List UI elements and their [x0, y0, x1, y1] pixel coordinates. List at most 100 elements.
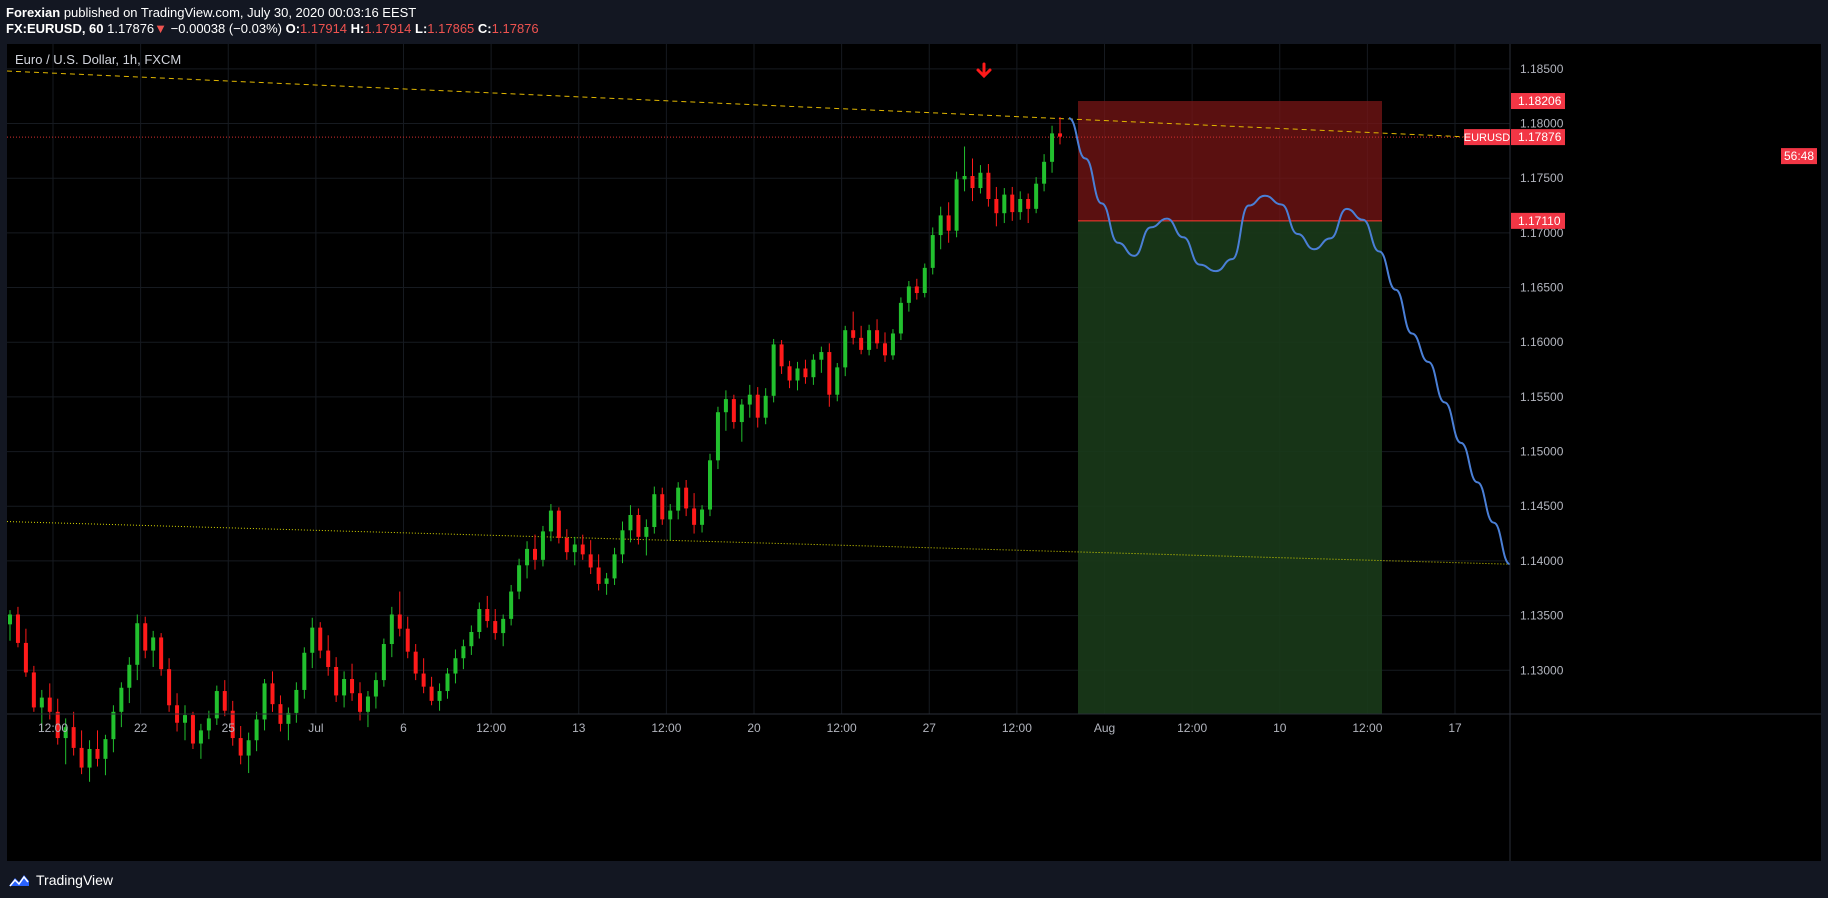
candle — [580, 534, 585, 560]
publish-info: Forexian published on TradingView.com, J… — [6, 5, 416, 20]
open-label: O: — [285, 21, 301, 36]
candle-body — [875, 330, 880, 344]
candle-body — [978, 172, 983, 189]
candle — [334, 657, 339, 702]
candle — [31, 665, 36, 712]
y-tick-label: 1.16000 — [1520, 335, 1564, 349]
candle-body — [644, 527, 649, 537]
x-tick-label: Jul — [308, 721, 323, 735]
candle-body — [540, 531, 545, 560]
candle-body — [1050, 133, 1055, 162]
candle-body — [238, 738, 243, 756]
price-label-bg — [1511, 93, 1565, 110]
candle-body — [1010, 194, 1015, 213]
candle-body — [986, 172, 991, 199]
candle-body — [739, 404, 744, 423]
price-label: 1.18206 — [1511, 93, 1565, 110]
candle-body — [493, 621, 498, 634]
y-tick-label: 1.14500 — [1520, 499, 1564, 513]
candle — [405, 616, 410, 659]
candle — [326, 635, 331, 676]
candle-body — [230, 710, 235, 739]
price-chart[interactable]: 1.18500 1.18000 1.17500 1.17000 1.16500 1.160… — [7, 44, 1821, 861]
x-tick-label: 12:00 — [1352, 721, 1382, 735]
candle — [389, 606, 394, 658]
candle — [533, 534, 537, 570]
candle-body — [302, 652, 307, 690]
candle-body — [827, 352, 832, 395]
y-tick-label: 1.17000 — [1520, 226, 1564, 240]
candle — [397, 591, 402, 637]
candle — [79, 730, 84, 775]
candle — [962, 146, 967, 192]
candle — [715, 406, 720, 470]
candle — [525, 541, 530, 579]
candle-body — [684, 487, 689, 509]
candle-body — [819, 352, 824, 360]
candle-body — [318, 627, 323, 651]
publisher-name[interactable]: Forexian — [6, 5, 61, 20]
candle — [548, 504, 553, 542]
candle — [859, 325, 864, 355]
candle-body — [198, 730, 203, 744]
candle-body — [206, 718, 211, 731]
candle — [381, 638, 386, 687]
candle-body — [214, 691, 219, 719]
candle-body — [763, 395, 768, 418]
candle-body — [421, 673, 426, 687]
candle-body — [39, 697, 44, 708]
candle-body — [938, 215, 943, 236]
price-label: EURUSD 1.17876 — [1464, 129, 1565, 146]
tradingview-logo-icon — [9, 875, 29, 887]
y-tick-label: 1.15500 — [1520, 390, 1564, 404]
candle-body — [358, 693, 362, 712]
candle — [501, 614, 506, 647]
candle — [350, 663, 355, 701]
candle-body — [381, 644, 386, 681]
candle — [509, 584, 514, 626]
tradingview-brand[interactable]: TradingView — [8, 870, 113, 890]
price-label-bg — [1511, 212, 1565, 229]
candle-body — [397, 614, 402, 629]
price-label-text: 1.17110 — [1518, 214, 1561, 228]
signal-arrow — [976, 62, 992, 79]
candle-body — [652, 494, 657, 528]
candle-body — [747, 394, 752, 405]
candle-body — [111, 711, 116, 740]
candle — [723, 390, 728, 431]
candle — [302, 647, 307, 699]
candle — [851, 311, 856, 345]
candle — [970, 158, 975, 202]
candle — [676, 482, 681, 520]
symbol-label[interactable]: FX:EURUSD, 60 — [6, 21, 104, 36]
candle — [278, 695, 283, 732]
y-tick-label: 1.13000 — [1520, 663, 1564, 677]
candle-body — [580, 544, 585, 555]
candle — [660, 487, 665, 525]
price-label-text: 1.18206 — [1518, 94, 1562, 108]
candle — [556, 507, 561, 544]
candle-body — [63, 727, 68, 739]
candle — [843, 325, 848, 377]
close-value: 1.17876 — [491, 21, 539, 36]
candle — [731, 394, 736, 429]
candle — [445, 668, 450, 699]
candle — [23, 628, 28, 677]
candle-body — [906, 286, 911, 303]
sell-arrow-icon — [976, 62, 992, 79]
x-tick-label: 20 — [747, 721, 761, 735]
candle — [811, 354, 816, 385]
candle — [867, 324, 872, 356]
chart-canvas[interactable]: 1.18500 1.18000 1.17500 1.17000 1.16500 1.160… — [7, 44, 1821, 861]
candle-body — [803, 368, 808, 378]
candle — [564, 529, 569, 560]
candle-body — [453, 658, 458, 674]
candle-body — [525, 548, 530, 566]
symbol-tag-bg — [1464, 129, 1510, 146]
candle-body — [835, 367, 840, 395]
low-label: L: — [415, 21, 428, 36]
candle — [358, 682, 362, 721]
candle-body — [119, 687, 124, 712]
price-label-text: 1.17876 — [1518, 130, 1562, 144]
candle-body — [79, 747, 84, 768]
